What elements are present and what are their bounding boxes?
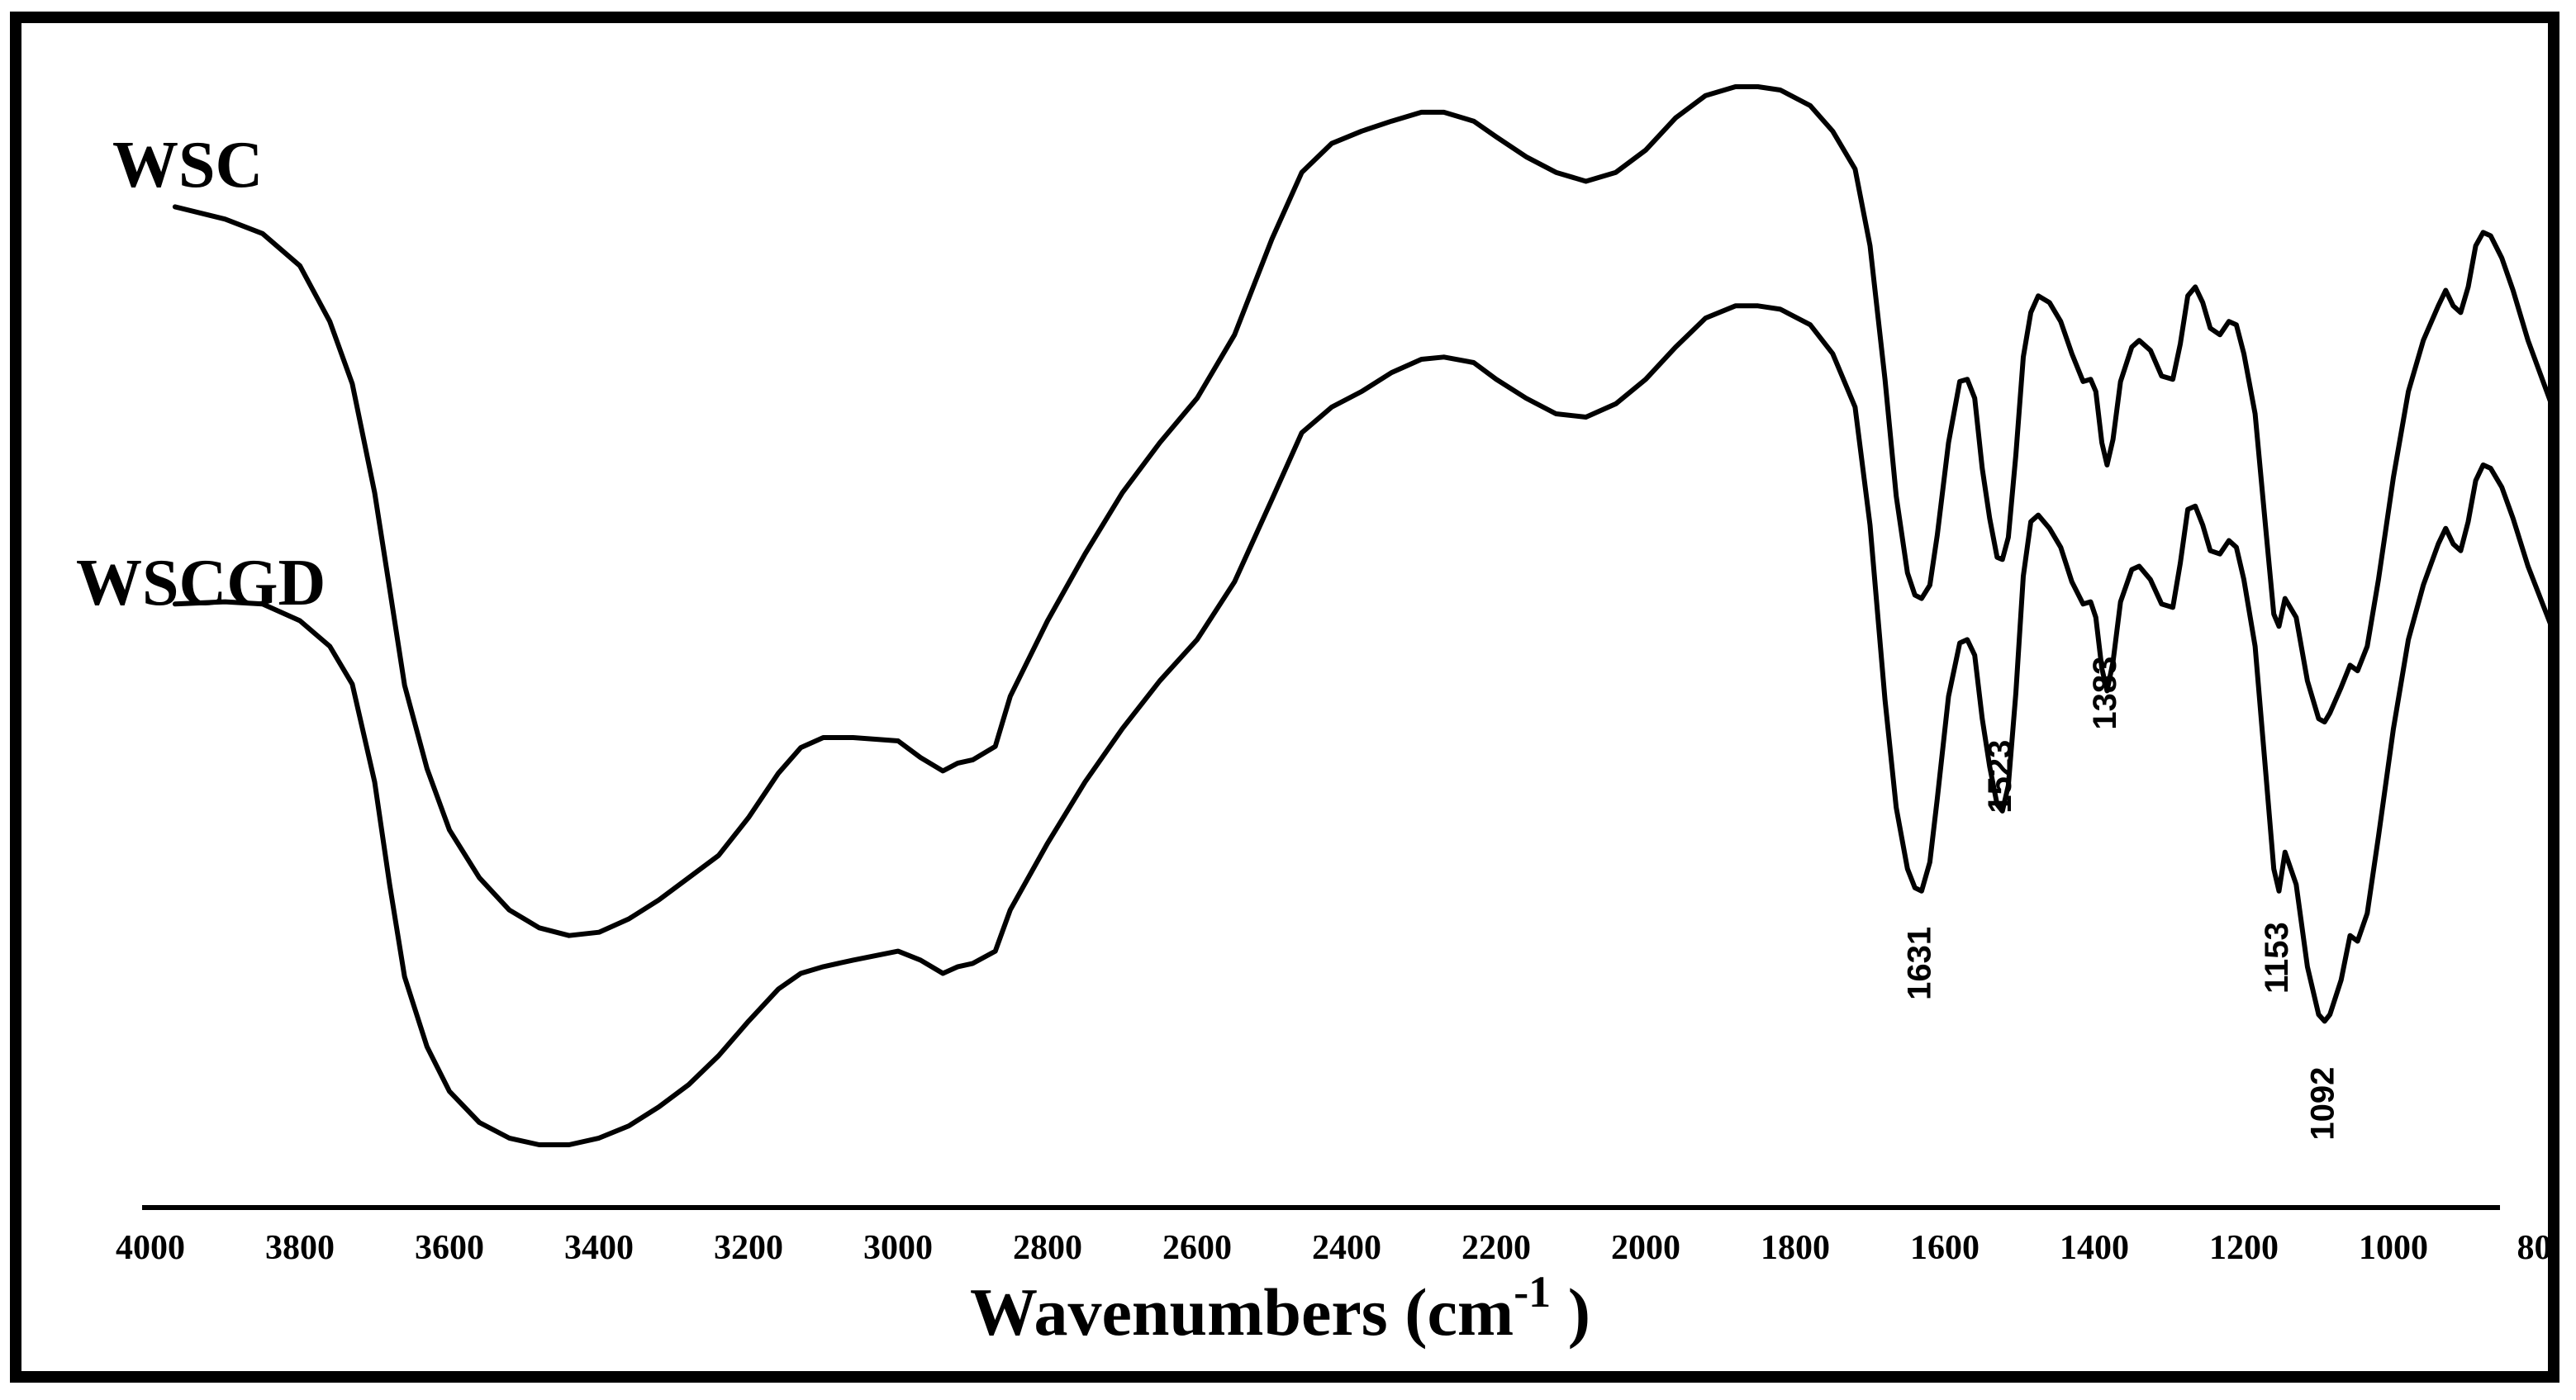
peak-label-1523: 1523 [1982, 740, 2018, 814]
x-tick-label: 1000 [2359, 1229, 2428, 1267]
x-axis-title-superscript: -1 [1514, 1267, 1551, 1317]
peak-label-1092: 1092 [2304, 1067, 2341, 1141]
x-tick-label: 2800 [1013, 1229, 1082, 1267]
x-tick-label: 3400 [564, 1229, 634, 1267]
chart-frame: 4000 3800 3600 3400 3200 3000 2800 2600 2400 2200… [10, 12, 2559, 1383]
peak-label-1383: 1383 [2087, 657, 2123, 730]
x-tick-label: 800 [2517, 1229, 2549, 1267]
x-tick-label: 2200 [1461, 1229, 1531, 1267]
x-tick-label: 1600 [1910, 1229, 1980, 1267]
x-axis-title-close: ) [1551, 1274, 1590, 1350]
x-tick-label: 3000 [863, 1229, 933, 1267]
x-tick-label: 1200 [2209, 1229, 2279, 1267]
x-tick-label: 2400 [1312, 1229, 1381, 1267]
x-tick-label: 3600 [415, 1229, 484, 1267]
series-line-wsc [172, 84, 2548, 938]
x-tick-label: 1400 [2060, 1229, 2129, 1267]
series-label-wscgd: WSCGD [76, 547, 326, 619]
x-axis-title: Wavenumbers (cm-1 ) [970, 1267, 1590, 1350]
peak-annotations: 16311523138311531092560 [1902, 657, 2341, 1141]
peak-label-1631: 1631 [1902, 927, 1938, 1000]
peak-label-1153: 1153 [2259, 922, 2295, 994]
x-axis-title-main: Wavenumbers (cm [970, 1274, 1514, 1350]
x-tick-label: 3200 [714, 1229, 783, 1267]
x-tick-label: 3800 [265, 1229, 335, 1267]
x-tick-label: 2600 [1162, 1229, 1232, 1267]
series-label-wsc: WSC [112, 129, 263, 202]
x-tick-label: 2000 [1611, 1229, 1680, 1267]
x-tick-label: 4000 [116, 1229, 185, 1267]
series-layer [172, 84, 2548, 1147]
x-axis: 4000 3800 3600 3400 3200 3000 2800 2600 2400 2200… [116, 1205, 2549, 1267]
x-tick-label: 1800 [1761, 1229, 1830, 1267]
series-line-wscgd [172, 303, 2548, 1147]
ftir-chart: 4000 3800 3600 3400 3200 3000 2800 2600 2400 2200… [76, 84, 2549, 1350]
